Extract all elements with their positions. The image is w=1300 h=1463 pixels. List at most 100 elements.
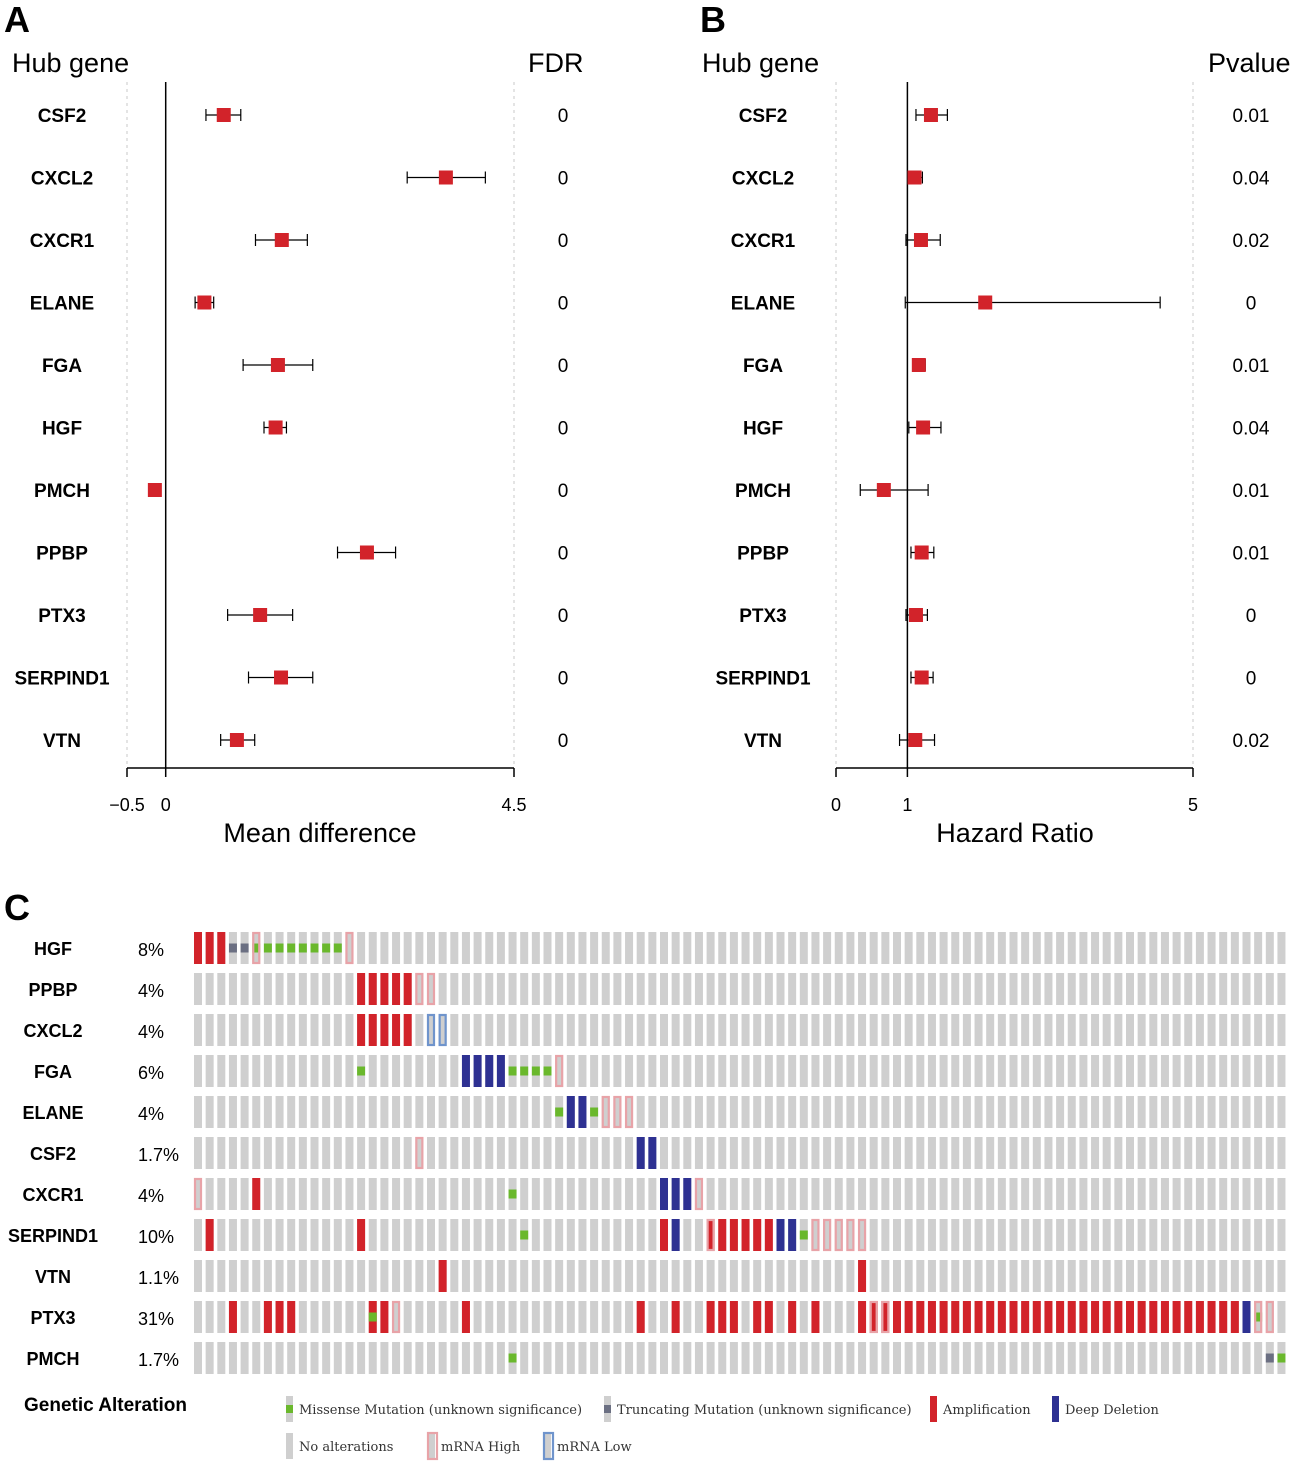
- amplification-mark: [1126, 1301, 1134, 1333]
- sample-cell: [601, 1260, 610, 1292]
- sample-cell: [904, 1014, 913, 1046]
- sample-cell: [660, 1096, 668, 1128]
- sample-cell: [1242, 1137, 1251, 1169]
- gene-label: FGA: [743, 356, 783, 377]
- sample-cell: [601, 1342, 610, 1374]
- sample-cell: [438, 1219, 447, 1251]
- point-estimate: [908, 608, 923, 622]
- sample-cell: [997, 932, 1006, 964]
- sample-cell: [217, 1096, 226, 1128]
- oncoprint-percent: 31%: [138, 1309, 174, 1329]
- amplification-mark: [881, 1301, 890, 1333]
- sample-cell: [1172, 1055, 1181, 1087]
- sample-cell: [368, 1055, 377, 1087]
- amplification-mark: [1032, 1301, 1041, 1333]
- sample-cell: [380, 1137, 389, 1169]
- sample-cell: [951, 973, 960, 1005]
- sample-cell: [1126, 973, 1134, 1005]
- amplification-mark: [1172, 1301, 1181, 1333]
- sample-cell: [1254, 1260, 1263, 1292]
- sample-cell: [1230, 1014, 1239, 1046]
- sample-cell: [205, 1178, 214, 1210]
- legend-label: No alterations: [299, 1440, 393, 1455]
- sample-cell: [729, 1014, 738, 1046]
- sample-cell: [1254, 1178, 1263, 1210]
- sample-cell: [438, 1178, 447, 1210]
- sample-cell: [194, 1014, 202, 1046]
- sample-cell: [1195, 1260, 1204, 1292]
- sample-cell: [1102, 1014, 1111, 1046]
- sample-cell: [543, 1301, 552, 1333]
- sample-cell: [694, 1055, 703, 1087]
- sample-cell: [578, 1342, 587, 1374]
- stat-value: 0: [558, 606, 569, 627]
- gene-label: PPBP: [737, 544, 789, 565]
- sample-cell: [729, 1342, 738, 1374]
- sample-cell: [718, 1096, 727, 1128]
- sample-cell: [974, 1260, 983, 1292]
- gene-label: HGF: [42, 419, 82, 440]
- sample-cell: [427, 1137, 435, 1169]
- sample-cell: [345, 1137, 354, 1169]
- sample-cell: [298, 1301, 307, 1333]
- sample-cell: [380, 1219, 389, 1251]
- sample-cell: [753, 1055, 762, 1087]
- sample-cell: [858, 932, 867, 964]
- sample-cell: [1067, 1096, 1076, 1128]
- sample-cell: [1242, 1178, 1251, 1210]
- sample-cell: [531, 1301, 540, 1333]
- gene-label: PTX3: [739, 606, 787, 627]
- sample-cell: [1056, 932, 1065, 964]
- sample-cell: [1056, 1096, 1065, 1128]
- sample-cell: [298, 1219, 307, 1251]
- sample-cell: [962, 1055, 971, 1087]
- legend-swatch-base: [286, 1433, 293, 1459]
- sample-cell: [1067, 1014, 1076, 1046]
- oncoprint-gene-label: CXCR1: [22, 1185, 83, 1205]
- sample-cell: [974, 1342, 983, 1374]
- sample-cell: [869, 1096, 878, 1128]
- sample-cell: [333, 973, 342, 1005]
- sample-cell: [648, 932, 657, 964]
- sample-cell: [263, 1219, 272, 1251]
- sample-cell: [1021, 1055, 1030, 1087]
- sample-cell: [461, 1260, 470, 1292]
- sample-cell: [916, 1014, 925, 1046]
- point-estimate: [216, 108, 231, 122]
- sample-cell: [1079, 932, 1088, 964]
- oncoprint-percent: 6%: [138, 1063, 164, 1083]
- sample-cell: [823, 1137, 832, 1169]
- sample-cell: [776, 932, 785, 964]
- sample-cell: [1067, 1260, 1076, 1292]
- sample-cell: [788, 1178, 797, 1210]
- sample-cell: [741, 1014, 750, 1046]
- sample-cell: [927, 1055, 936, 1087]
- sample-cell: [625, 1260, 634, 1292]
- sample-cell: [1230, 1219, 1239, 1251]
- stat-value: 0.01: [1233, 356, 1270, 377]
- sample-cell: [1079, 1014, 1088, 1046]
- amplification-mark: [904, 1301, 913, 1333]
- sample-cell: [625, 1014, 634, 1046]
- point-estimate: [270, 358, 285, 372]
- sample-cell: [566, 1055, 575, 1087]
- sample-cell: [333, 1096, 342, 1128]
- sample-cell: [1172, 1342, 1181, 1374]
- sample-cell: [543, 1137, 552, 1169]
- sample-cell: [461, 1219, 470, 1251]
- sample-cell: [951, 1096, 960, 1128]
- sample-cell: [1091, 1178, 1100, 1210]
- sample-cell: [811, 1096, 820, 1128]
- sample-cell: [1195, 1342, 1204, 1374]
- sample-cell: [846, 1342, 855, 1374]
- sample-cell: [601, 1137, 610, 1169]
- sample-cell: [1195, 1178, 1204, 1210]
- truncating-mark: [228, 943, 237, 953]
- sample-cell: [1032, 1342, 1041, 1374]
- amplification-mark: [368, 1014, 377, 1046]
- sample-cell: [881, 1055, 890, 1087]
- missense-mark: [1277, 1353, 1286, 1363]
- sample-cell: [1172, 1178, 1181, 1210]
- sample-cell: [788, 1055, 797, 1087]
- sample-cell: [951, 1055, 960, 1087]
